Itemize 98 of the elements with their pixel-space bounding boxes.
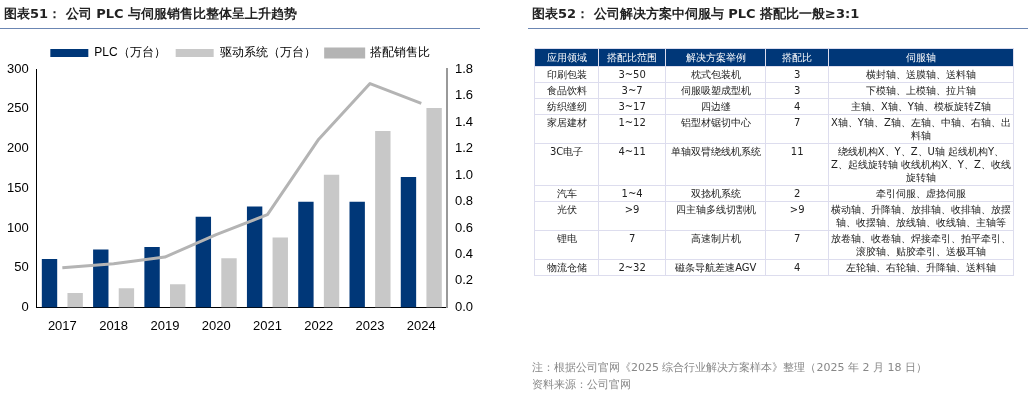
text: >9 bbox=[598, 201, 666, 231]
text: 2~32 bbox=[598, 259, 666, 276]
text: 四边缝 bbox=[665, 98, 766, 115]
category-label: 搭配比 bbox=[765, 48, 829, 67]
text: 横动轴、升降轴、放排轴、收排轴、放摆轴、收摆轴、放线轴、收线轴、主轴等 bbox=[828, 201, 1014, 231]
text: 2 bbox=[765, 185, 829, 202]
text: 7 bbox=[598, 230, 666, 260]
y-tick-label: 0 bbox=[21, 298, 29, 314]
bar bbox=[323, 174, 340, 308]
y2-tick-label: 0.0 bbox=[454, 298, 474, 314]
text: 锂电 bbox=[534, 230, 599, 260]
y-tick-label: 100 bbox=[6, 219, 29, 235]
bar bbox=[118, 288, 135, 308]
text: 磁条导航差速AGV bbox=[665, 259, 766, 276]
text: 7 bbox=[765, 114, 829, 144]
text: 3 bbox=[765, 82, 829, 99]
y2-tick-label: 0.6 bbox=[454, 219, 474, 235]
text: 光伏 bbox=[534, 201, 599, 231]
text: 3~50 bbox=[598, 66, 666, 83]
text: 铝型材锯切中心 bbox=[665, 114, 766, 144]
category-label: 伺服轴 bbox=[828, 48, 1014, 67]
y2-tick-label: 1.2 bbox=[454, 140, 474, 156]
text: >9 bbox=[765, 201, 829, 231]
bar bbox=[349, 201, 365, 308]
x-tick-label: 2022 bbox=[304, 317, 334, 333]
text: 牵引伺服、虚捻伺服 bbox=[828, 185, 1014, 202]
x-tick-label: 2018 bbox=[99, 317, 129, 333]
y2-tick-label: 0.8 bbox=[454, 193, 474, 209]
text: 图表52： 公司解决方案中伺服与 PLC 搭配比一般≥3:1 bbox=[528, 0, 1028, 29]
bar bbox=[67, 293, 83, 308]
y-tick-label: 200 bbox=[6, 140, 29, 156]
legend-label: PLC（万台） bbox=[94, 45, 166, 60]
text: 1~12 bbox=[598, 114, 666, 144]
y-tick-label: 150 bbox=[6, 179, 29, 195]
text: 物流仓储 bbox=[534, 259, 599, 276]
category-label: 搭配比范围 bbox=[598, 48, 666, 67]
y-tick-label: 50 bbox=[14, 259, 29, 275]
bar bbox=[400, 177, 417, 308]
y2-tick-label: 0.4 bbox=[454, 246, 474, 261]
bar bbox=[246, 206, 263, 308]
x-tick-label: 2024 bbox=[406, 317, 436, 333]
bar bbox=[170, 284, 186, 308]
category-label: 应用领域 bbox=[534, 48, 599, 67]
text: 3~17 bbox=[598, 98, 666, 115]
text: 主轴、X轴、Y轴、模板旋转Z轴 bbox=[828, 98, 1014, 115]
bar bbox=[375, 130, 391, 308]
y2-tick-label: 1.0 bbox=[454, 166, 474, 182]
text: 左轮轴、右轮轴、升降轴、送料轴 bbox=[828, 259, 1014, 276]
text: 7 bbox=[765, 230, 829, 260]
text: 四主轴多线切割机 bbox=[665, 201, 766, 231]
text: 双捻机系统 bbox=[665, 185, 766, 202]
bar bbox=[144, 247, 160, 308]
text: 汽车 bbox=[534, 185, 599, 202]
text: 资料来源：公司官网 bbox=[532, 377, 631, 392]
text: 绕线机构X、Y、Z、U轴 起线机构Y、Z、起线旋转轴 收线机构X、Y、Z、收线旋转轴 bbox=[828, 143, 1014, 186]
bar bbox=[195, 216, 212, 308]
bar bbox=[272, 237, 288, 308]
text: 纺织缝纫 bbox=[534, 98, 599, 115]
text: 食品饮料 bbox=[534, 82, 599, 99]
text: 3 bbox=[765, 66, 829, 83]
text: X轴、Y轴、Z轴、左轴、中轴、右轴、出料轴 bbox=[828, 114, 1014, 144]
category-label: 解决方案举例 bbox=[665, 48, 766, 67]
text: 单轴双臂绕线机系统 bbox=[665, 143, 766, 186]
x-tick-label: 2017 bbox=[47, 317, 77, 333]
x-tick-label: 2020 bbox=[201, 317, 231, 333]
bar bbox=[298, 201, 314, 308]
y-tick-label: 250 bbox=[6, 100, 29, 116]
text: 注：根据公司官网《2025 综合行业解决方案样本》整理（2025 年 2 月 18 日） bbox=[532, 360, 927, 375]
text: 伺服吸塑成型机 bbox=[665, 82, 766, 99]
text: 枕式包装机 bbox=[665, 66, 766, 83]
text: 4~11 bbox=[598, 143, 666, 186]
y2-tick-label: 1.8 bbox=[454, 60, 474, 76]
y2-tick-label: 1.6 bbox=[454, 87, 474, 103]
bar bbox=[426, 107, 442, 308]
legend-label: 搭配销售比 bbox=[369, 45, 430, 60]
text: 印刷包装 bbox=[534, 66, 599, 83]
y-tick-label: 300 bbox=[6, 60, 29, 76]
text: 下模轴、上模轴、拉片轴 bbox=[828, 82, 1014, 99]
text: 高速制片机 bbox=[665, 230, 766, 260]
x-tick-label: 2019 bbox=[150, 317, 180, 333]
chart-title: 图表51： 公司 PLC 与伺服销售比整体呈上升趋势 bbox=[0, 0, 480, 29]
text: 4 bbox=[765, 98, 829, 115]
text: 家居建材 bbox=[534, 114, 599, 144]
x-tick-label: 2021 bbox=[252, 317, 282, 333]
y2-tick-label: 1.4 bbox=[454, 113, 474, 129]
text: 11 bbox=[765, 143, 829, 186]
x-tick-label: 2023 bbox=[355, 317, 385, 333]
text: 3~7 bbox=[598, 82, 666, 99]
bar bbox=[221, 258, 237, 308]
y2-tick-label: 0.2 bbox=[454, 272, 474, 288]
text: 横封轴、送膜轴、送料轴 bbox=[828, 66, 1014, 83]
text: 4 bbox=[765, 259, 829, 276]
legend-label: 驱动系统（万台） bbox=[219, 45, 316, 60]
bar bbox=[93, 249, 109, 308]
text: 3C电子 bbox=[534, 143, 599, 186]
bar bbox=[41, 258, 58, 308]
text: 1~4 bbox=[598, 185, 666, 202]
text: 放卷轴、收卷轴、焊接牵引、拍平牵引、滚胶轴、贴胶牵引、送极耳轴 bbox=[828, 230, 1014, 260]
